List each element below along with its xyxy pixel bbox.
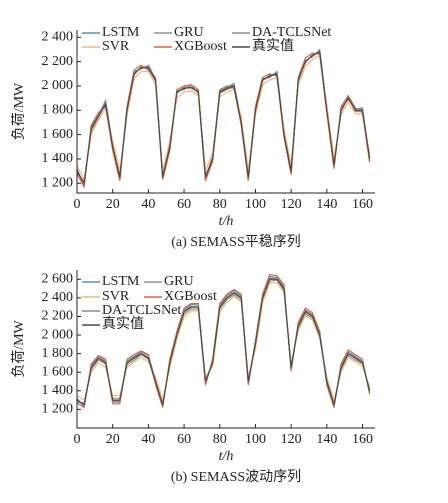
legend-label: DA-TCLSNet <box>252 25 331 40</box>
legend-label: GRU <box>174 25 204 40</box>
legend-label: LSTM <box>102 25 140 40</box>
y-tick-label: 2 400 <box>42 290 74 305</box>
legend-label: 真实值 <box>252 38 294 54</box>
x-tick-label: 140 <box>316 197 337 212</box>
axis <box>76 270 375 429</box>
x-tick-label: 100 <box>245 432 266 447</box>
x-tick-label: 40 <box>141 432 155 447</box>
x-tick-label: 0 <box>74 197 81 212</box>
y-tick-label: 2 200 <box>42 309 74 324</box>
x-tick-label: 40 <box>141 197 155 212</box>
y-tick-label: 2 000 <box>42 327 74 342</box>
plot-area <box>77 30 375 193</box>
legend-label: 真实值 <box>102 316 144 332</box>
y-tick-label: 1 200 <box>42 402 74 417</box>
x-tick-label: 120 <box>281 432 302 447</box>
axis <box>76 30 375 194</box>
x-axis-label: t/h <box>219 449 234 464</box>
y-tick-label: 2 000 <box>42 78 74 93</box>
legend-label: SVR <box>102 289 130 304</box>
x-tick-label: 160 <box>352 197 373 212</box>
y-tick-label: 1 200 <box>42 175 74 190</box>
y-tick-label: 2 200 <box>42 54 74 69</box>
series-line <box>76 50 371 186</box>
x-tick-label: 80 <box>213 432 227 447</box>
x-tick-label: 20 <box>106 432 120 447</box>
caption: (b) SEMASS波动序列 <box>171 469 301 485</box>
y-axis-label: 负荷/MW <box>11 82 27 140</box>
x-axis-label: t/h <box>219 214 234 229</box>
x-tick-label: 140 <box>316 432 337 447</box>
x-tick-label: 120 <box>281 197 302 212</box>
x-tick-label: 60 <box>177 432 191 447</box>
series-line <box>76 278 371 406</box>
y-tick-label: 2 600 <box>42 272 74 287</box>
legend-label: LSTM <box>102 274 140 289</box>
y-tick-label: 2 400 <box>42 30 74 45</box>
y-tick-label: 1 800 <box>42 346 74 361</box>
y-tick-label: 1 400 <box>42 151 74 166</box>
caption: (a) SEMASS平稳序列 <box>171 234 301 250</box>
y-tick-label: 1 800 <box>42 103 74 118</box>
legend-label: XGBoost <box>164 289 217 304</box>
legend-label: GRU <box>164 274 194 289</box>
y-tick-label: 1 600 <box>42 127 74 142</box>
y-tick-label: 1 400 <box>42 383 74 398</box>
legend-label: DA-TCLSNet <box>102 303 181 318</box>
x-tick-label: 160 <box>352 432 373 447</box>
x-tick-label: 80 <box>213 197 227 212</box>
x-tick-label: 100 <box>245 197 266 212</box>
y-axis-label: 负荷/MW <box>11 319 27 377</box>
x-tick-label: 20 <box>106 197 120 212</box>
y-tick-label: 1 600 <box>42 364 74 379</box>
legend-label: SVR <box>102 39 130 54</box>
x-tick-label: 60 <box>177 197 191 212</box>
x-tick-label: 0 <box>74 432 81 447</box>
legend-label: XGBoost <box>174 39 227 54</box>
